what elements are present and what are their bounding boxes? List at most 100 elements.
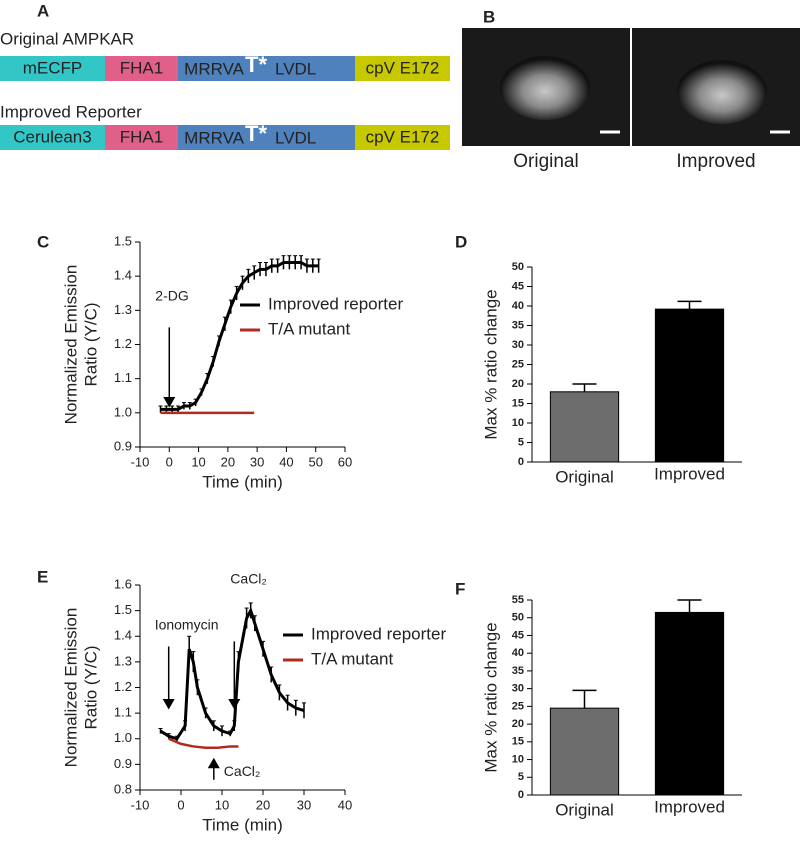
y-tick-label: 10 <box>512 753 524 765</box>
y-tick-label: 40 <box>512 300 524 312</box>
x-tick-label: Original <box>555 800 614 819</box>
x-tick-label: Original <box>555 467 614 486</box>
x-tick-label: Improved <box>654 797 725 816</box>
x-axis-label: Time (min) <box>202 815 283 834</box>
annotation: CaCl₂ <box>224 763 261 779</box>
x-tick-label: 0 <box>177 797 184 812</box>
panel-letter: C <box>37 232 49 251</box>
y-tick-label: 15 <box>512 736 524 748</box>
y-tick-label: 1.2 <box>114 336 132 351</box>
y-tick-label: 45 <box>512 280 524 292</box>
y-tick-label: 40 <box>512 647 524 659</box>
legend-label: Improved reporter <box>268 294 403 313</box>
bar <box>549 391 620 463</box>
y-tick-label: 50 <box>512 612 524 624</box>
x-tick-label: 0 <box>166 454 173 469</box>
y-axis-label: Max % ratio change <box>481 289 500 439</box>
domain-label: LVDL <box>275 59 316 78</box>
x-tick-label: Improved <box>654 464 725 483</box>
y-tick-label: 20 <box>512 378 524 390</box>
construct-name: Improved Reporter <box>0 102 142 121</box>
y-tick-label: 0.9 <box>114 756 132 771</box>
construct-name: Original AMPKAR <box>0 29 134 48</box>
y-tick-label: 1.0 <box>114 404 132 419</box>
y-tick-label: 30 <box>512 683 524 695</box>
domain-label: cpV E172 <box>366 127 440 146</box>
x-tick-label: 30 <box>297 797 311 812</box>
y-tick-label: 1.0 <box>114 730 132 745</box>
y-tick-label: 25 <box>512 700 524 712</box>
x-tick-label: 30 <box>250 454 264 469</box>
y-axis-label: Max % ratio change <box>481 622 500 772</box>
x-tick-label: 50 <box>308 454 322 469</box>
y-tick-label: 0 <box>518 789 524 801</box>
domain <box>105 56 178 81</box>
y-tick-label: 1.4 <box>114 628 132 643</box>
y-tick-label: 1.1 <box>114 705 132 720</box>
x-tick-label: 10 <box>191 454 205 469</box>
y-tick-label: 1.4 <box>114 268 132 283</box>
y-tick-label: 1.2 <box>114 679 132 694</box>
domain <box>105 125 178 150</box>
x-tick-label: 20 <box>221 454 235 469</box>
y-tick-label: 35 <box>512 665 524 677</box>
annotation: 2-DG <box>155 287 188 303</box>
y-tick-label: 25 <box>512 358 524 370</box>
x-tick-label: -10 <box>131 797 150 812</box>
y-tick-label: 1.5 <box>114 233 132 248</box>
y-tick-label: 0 <box>518 456 524 468</box>
series-line <box>159 606 305 741</box>
y-axis-label: Ratio (Y/C) <box>81 645 100 729</box>
domain <box>355 125 450 150</box>
cell <box>677 60 767 124</box>
y-tick-label: 5 <box>518 436 524 448</box>
series-line <box>160 261 319 411</box>
bar <box>654 611 725 796</box>
series-line <box>168 737 239 749</box>
y-tick-label: 35 <box>512 319 524 331</box>
panel-letter: B <box>483 7 495 26</box>
y-tick-label: 50 <box>512 261 524 273</box>
y-tick-label: 20 <box>512 718 524 730</box>
domain-label: LVDL <box>275 128 316 147</box>
x-tick-label: 40 <box>279 454 293 469</box>
x-tick-label: 40 <box>338 797 352 812</box>
y-tick-label: 1.6 <box>114 576 132 591</box>
x-tick-label: 20 <box>256 797 270 812</box>
bar <box>549 707 620 796</box>
domain-label: MRRVA <box>184 59 244 78</box>
annotation: Ionomycin <box>155 617 219 633</box>
cell <box>500 56 590 120</box>
domain-label: FHA1 <box>120 58 163 77</box>
x-tick-label: 10 <box>215 797 229 812</box>
image-label: Original <box>513 151 578 172</box>
y-axis-label: Ratio (Y/C) <box>81 302 100 386</box>
y-tick-label: 5 <box>518 771 524 783</box>
domain-label: Cerulean3 <box>13 127 91 146</box>
domain-label: T* <box>245 52 267 77</box>
domain <box>0 125 105 150</box>
x-tick-label: -10 <box>131 454 150 469</box>
annotation: CaCl₂ <box>230 571 267 587</box>
y-tick-label: 10 <box>512 417 524 429</box>
panel-letter: D <box>455 232 467 251</box>
panel-letter: E <box>37 567 48 586</box>
domain <box>178 56 355 81</box>
y-tick-label: 1.3 <box>114 653 132 668</box>
domain-label: mECFP <box>23 58 83 77</box>
domain-label: cpV E172 <box>366 58 440 77</box>
y-tick-label: 0.8 <box>114 781 132 796</box>
x-tick-label: 60 <box>338 454 352 469</box>
x-axis-label: Time (min) <box>202 472 283 491</box>
panel-letter: A <box>37 1 49 20</box>
domain-label: FHA1 <box>120 127 163 146</box>
legend-label: Improved reporter <box>311 624 446 643</box>
legend-label: T/A mutant <box>311 649 393 668</box>
domain <box>355 56 450 81</box>
y-tick-label: 55 <box>512 594 524 606</box>
domain <box>178 125 355 150</box>
image-label: Improved <box>676 151 755 172</box>
domain-label: T* <box>245 121 267 146</box>
y-axis-label: Normalized Emission <box>61 265 80 425</box>
